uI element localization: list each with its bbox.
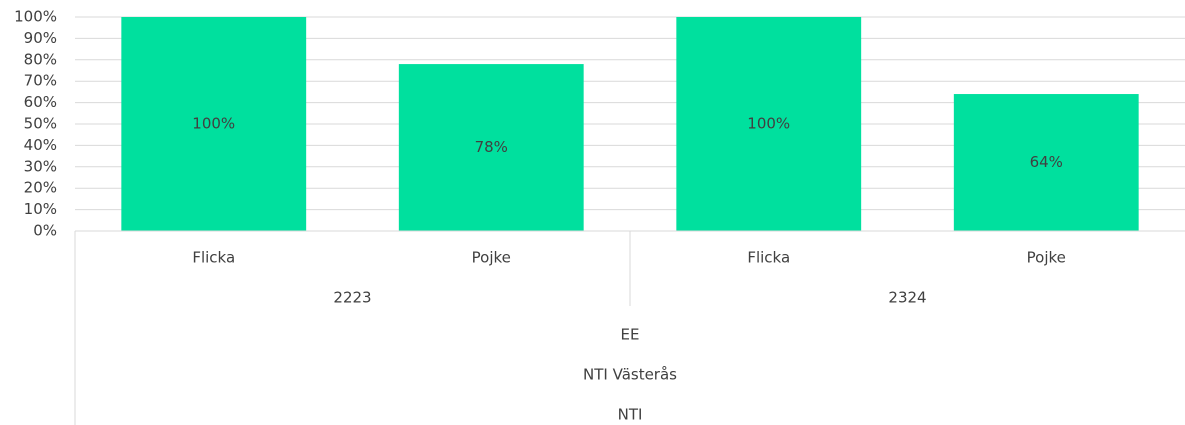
value-label: 78% — [475, 138, 508, 156]
value-label: 64% — [1030, 153, 1063, 171]
y-tick-label: 80% — [24, 50, 57, 68]
group-label: 2223 — [333, 289, 371, 307]
y-tick-label: 10% — [24, 200, 57, 218]
y-tick-label: 90% — [24, 29, 57, 47]
y-tick-label: 0% — [33, 222, 57, 240]
group-label: 2324 — [888, 289, 926, 307]
bar — [398, 64, 584, 231]
bar — [953, 94, 1139, 231]
bar — [676, 17, 862, 231]
x-tick-label: Flicka — [192, 249, 235, 267]
y-tick-label: 40% — [24, 136, 57, 154]
value-label: 100% — [747, 115, 790, 133]
y-tick-label: 60% — [24, 93, 57, 111]
x-tick-label: Pojke — [472, 249, 511, 267]
y-tick-label: 100% — [14, 8, 57, 26]
level-label: NTI Västerås — [583, 366, 677, 384]
level-label: NTI — [618, 406, 643, 424]
value-label: 100% — [192, 115, 235, 133]
x-tick-label: Pojke — [1027, 249, 1066, 267]
y-tick-label: 50% — [24, 115, 57, 133]
x-tick-label: Flicka — [747, 249, 790, 267]
y-tick-label: 70% — [24, 72, 57, 90]
y-tick-label: 30% — [24, 157, 57, 175]
level-label: EE — [621, 326, 640, 344]
y-tick-label: 20% — [24, 179, 57, 197]
bar — [121, 17, 307, 231]
